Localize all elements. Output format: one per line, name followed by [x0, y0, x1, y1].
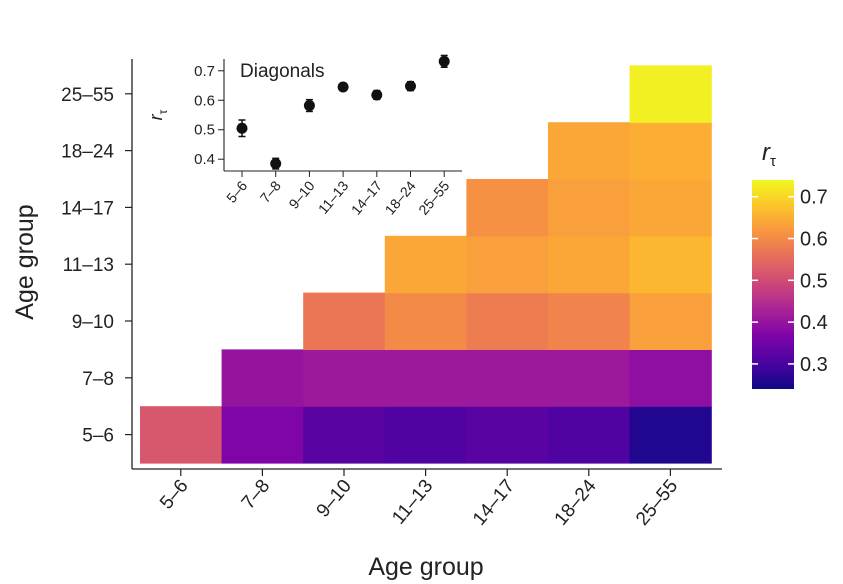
heatmap-cell	[140, 406, 223, 464]
heatmap-cell	[221, 406, 304, 464]
colorbar-title-main: r	[762, 139, 771, 166]
heatmap-x-tick-label: 11–13	[388, 476, 437, 529]
heatmap-cell	[303, 349, 386, 407]
heatmap-y-axis-label: Age group	[11, 204, 39, 319]
inset-y-axis-label-main: r	[146, 113, 166, 120]
inset-point	[438, 55, 450, 67]
inset-x-tick-label: 11–13	[315, 177, 352, 216]
inset-x-tick-label: 7–8	[257, 177, 284, 205]
inset-points	[236, 54, 450, 170]
heatmap-y-tick-label: 14–17	[61, 198, 114, 219]
heatmap-y-ticks: 5–6 7–8 9–10 11–13 14–17 18–24 25–55	[61, 85, 132, 447]
inset-y-tick-label: 0.7	[194, 63, 215, 80]
heatmap-cell	[466, 292, 549, 350]
inset-point	[405, 80, 416, 92]
heatmap-x-tick-label: 7–8	[238, 476, 274, 514]
colorbar-title-sub: τ	[770, 153, 776, 170]
heatmap-cell	[629, 122, 712, 180]
colorbar-tick-label: 0.5	[800, 270, 828, 292]
heatmap-cell	[548, 235, 631, 294]
inset-title: Diagonals	[240, 61, 325, 82]
heatmap-cell	[548, 349, 631, 407]
heatmap-x-tick-label: 9–10	[313, 476, 356, 522]
heatmap-x-ticks: 5–6 7–8 9–10 11–13 14–17 18–24 25–55	[156, 469, 682, 530]
heatmap-x-tick-label: 25–55	[632, 476, 682, 530]
heatmap-cell	[303, 406, 386, 464]
heatmap-x-tick-label: 5–6	[156, 476, 192, 514]
heatmap-x-tick-label: 14–17	[469, 476, 519, 530]
colorbar-tick-label: 0.4	[800, 312, 828, 334]
colorbar-title: rτ	[762, 139, 776, 170]
heatmap-cell	[466, 179, 549, 237]
colorbar-tick-label: 0.3	[800, 354, 828, 376]
heatmap-x-tick-label: 18–24	[551, 475, 601, 529]
heatmap-cell	[466, 235, 549, 294]
heatmap-cell	[629, 179, 712, 237]
inset-x-tick-label: 18–24	[382, 177, 419, 217]
inset-x-tick-label: 25–55	[415, 177, 452, 217]
inset-y-tick-label: 0.5	[194, 122, 215, 139]
heatmap-y-tick-label: 25–55	[61, 85, 114, 106]
heatmap-y-tick-label: 5–6	[82, 426, 114, 447]
heatmap-cell	[384, 235, 467, 294]
inset-y-axis-label-sub: τ	[156, 109, 170, 114]
heatmap-y-tick-label: 18–24	[61, 142, 114, 163]
heatmap-cells	[140, 65, 712, 464]
heatmap-cell	[629, 65, 712, 123]
inset-y-tick-label: 0.4	[194, 151, 215, 168]
heatmap-cell	[303, 292, 386, 350]
inset-point	[371, 89, 383, 101]
inset-y-tick-label: 0.6	[194, 92, 215, 109]
inset-point	[236, 122, 248, 134]
inset-point	[303, 100, 315, 112]
heatmap-cell	[384, 292, 467, 350]
heatmap-x-axis-label: Age group	[368, 553, 483, 581]
heatmap-cell	[629, 235, 712, 294]
heatmap-cell	[629, 406, 712, 464]
inset-point	[270, 158, 282, 170]
heatmap-cell	[548, 179, 631, 237]
heatmap-cell	[548, 292, 631, 350]
colorbar-tick-label: 0.7	[800, 187, 828, 209]
inset-y-axis-label: rτ	[146, 109, 170, 120]
colorbar-gradient	[752, 180, 794, 389]
heatmap-cell	[548, 406, 631, 464]
inset-x-tick-label: 5–6	[223, 177, 250, 205]
colorbar: 0.3 0.4 0.5 0.6 0.7	[752, 180, 828, 389]
inset-x-tick-label: 14–17	[348, 177, 385, 217]
heatmap-cell	[221, 349, 304, 407]
heatmap-y-tick-label: 11–13	[63, 255, 114, 276]
heatmap-y-tick-label: 7–8	[82, 369, 114, 390]
inset-x-tick-label: 9–10	[285, 177, 317, 211]
inset-point	[337, 81, 349, 93]
heatmap-y-tick-label: 9–10	[72, 312, 114, 333]
heatmap-cell	[466, 406, 549, 464]
colorbar-tick-label: 0.6	[800, 229, 828, 251]
heatmap-cell	[466, 349, 549, 407]
heatmap-cell	[629, 292, 712, 350]
heatmap-cell	[384, 349, 467, 407]
heatmap-cell	[548, 122, 631, 180]
heatmap-cell	[384, 406, 467, 464]
heatmap-cell	[629, 349, 712, 407]
